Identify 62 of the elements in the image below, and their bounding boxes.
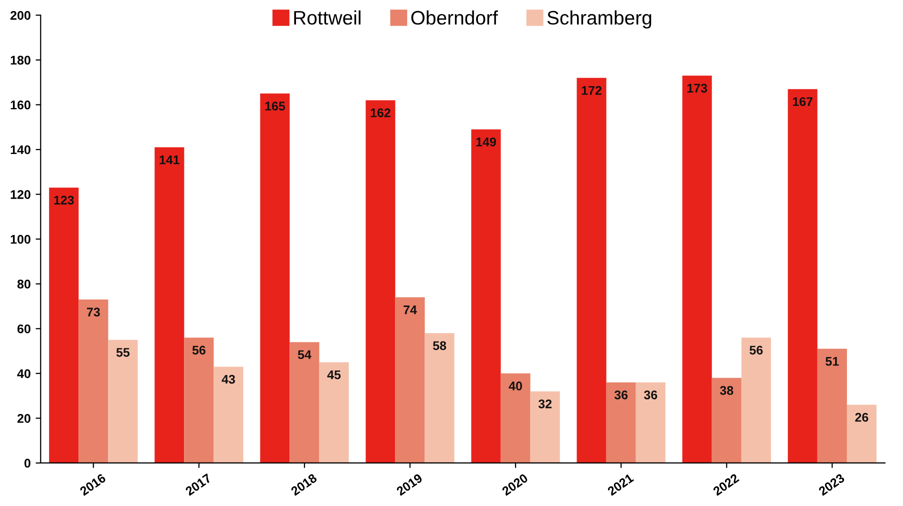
data-label: 173 <box>687 84 708 93</box>
data-label: 172 <box>582 86 602 95</box>
data-label: 73 <box>86 308 100 317</box>
bar <box>817 348 847 463</box>
legend-label: Schramberg <box>547 10 652 29</box>
bar <box>319 362 349 463</box>
bar <box>214 366 244 463</box>
bar <box>184 338 214 463</box>
data-label: 32 <box>538 399 552 408</box>
data-label: 55 <box>116 348 130 357</box>
bar <box>712 378 742 463</box>
data-label: 123 <box>54 196 74 205</box>
bar <box>682 76 712 463</box>
bar <box>606 382 636 463</box>
y-tick-label: 180 <box>10 56 30 65</box>
data-label: 51 <box>826 357 839 366</box>
data-label: 36 <box>614 390 628 400</box>
y-tick-label: 80 <box>17 280 30 289</box>
bar <box>260 94 290 463</box>
bar <box>530 391 560 463</box>
y-tick-label: 60 <box>17 324 30 334</box>
bar <box>366 100 396 463</box>
data-label: 45 <box>327 370 341 380</box>
bar <box>290 342 320 463</box>
y-tick-label: 40 <box>17 369 30 378</box>
bar <box>636 382 666 463</box>
bar <box>471 129 501 463</box>
legend-label: Rottweil <box>294 10 360 25</box>
bar <box>395 297 425 463</box>
y-tick-label: 0 <box>24 458 30 468</box>
data-label: 38 <box>720 386 734 395</box>
data-label: 165 <box>265 102 286 111</box>
data-label: 58 <box>433 341 446 350</box>
data-label: 74 <box>404 306 417 314</box>
data-label: 43 <box>222 374 235 384</box>
bar <box>741 338 771 463</box>
data-label: 36 <box>644 390 658 400</box>
data-label: 149 <box>476 137 496 146</box>
data-label: 56 <box>750 346 763 355</box>
data-label: 141 <box>160 156 180 164</box>
y-tick-label: 100 <box>10 234 30 244</box>
bar <box>846 404 876 463</box>
bar <box>108 340 138 463</box>
bar <box>78 300 108 463</box>
bar <box>500 373 530 463</box>
y-tick-label: 140 <box>10 145 30 154</box>
data-label: 56 <box>192 346 206 355</box>
bar <box>576 78 606 463</box>
data-label: 162 <box>370 108 390 118</box>
bar <box>424 333 454 463</box>
data-label: 40 <box>508 382 522 390</box>
legend-label: Oberndorf <box>411 10 498 25</box>
y-tick-label: 120 <box>10 190 30 199</box>
data-label: 54 <box>298 350 312 360</box>
data-label: 167 <box>792 97 812 106</box>
y-tick-label: 160 <box>10 100 30 110</box>
bar <box>49 188 79 463</box>
bar <box>154 147 184 463</box>
y-tick-label: 20 <box>17 414 30 423</box>
data-label: 26 <box>855 412 868 422</box>
y-tick-label: 200 <box>10 10 30 20</box>
bar <box>788 89 818 463</box>
